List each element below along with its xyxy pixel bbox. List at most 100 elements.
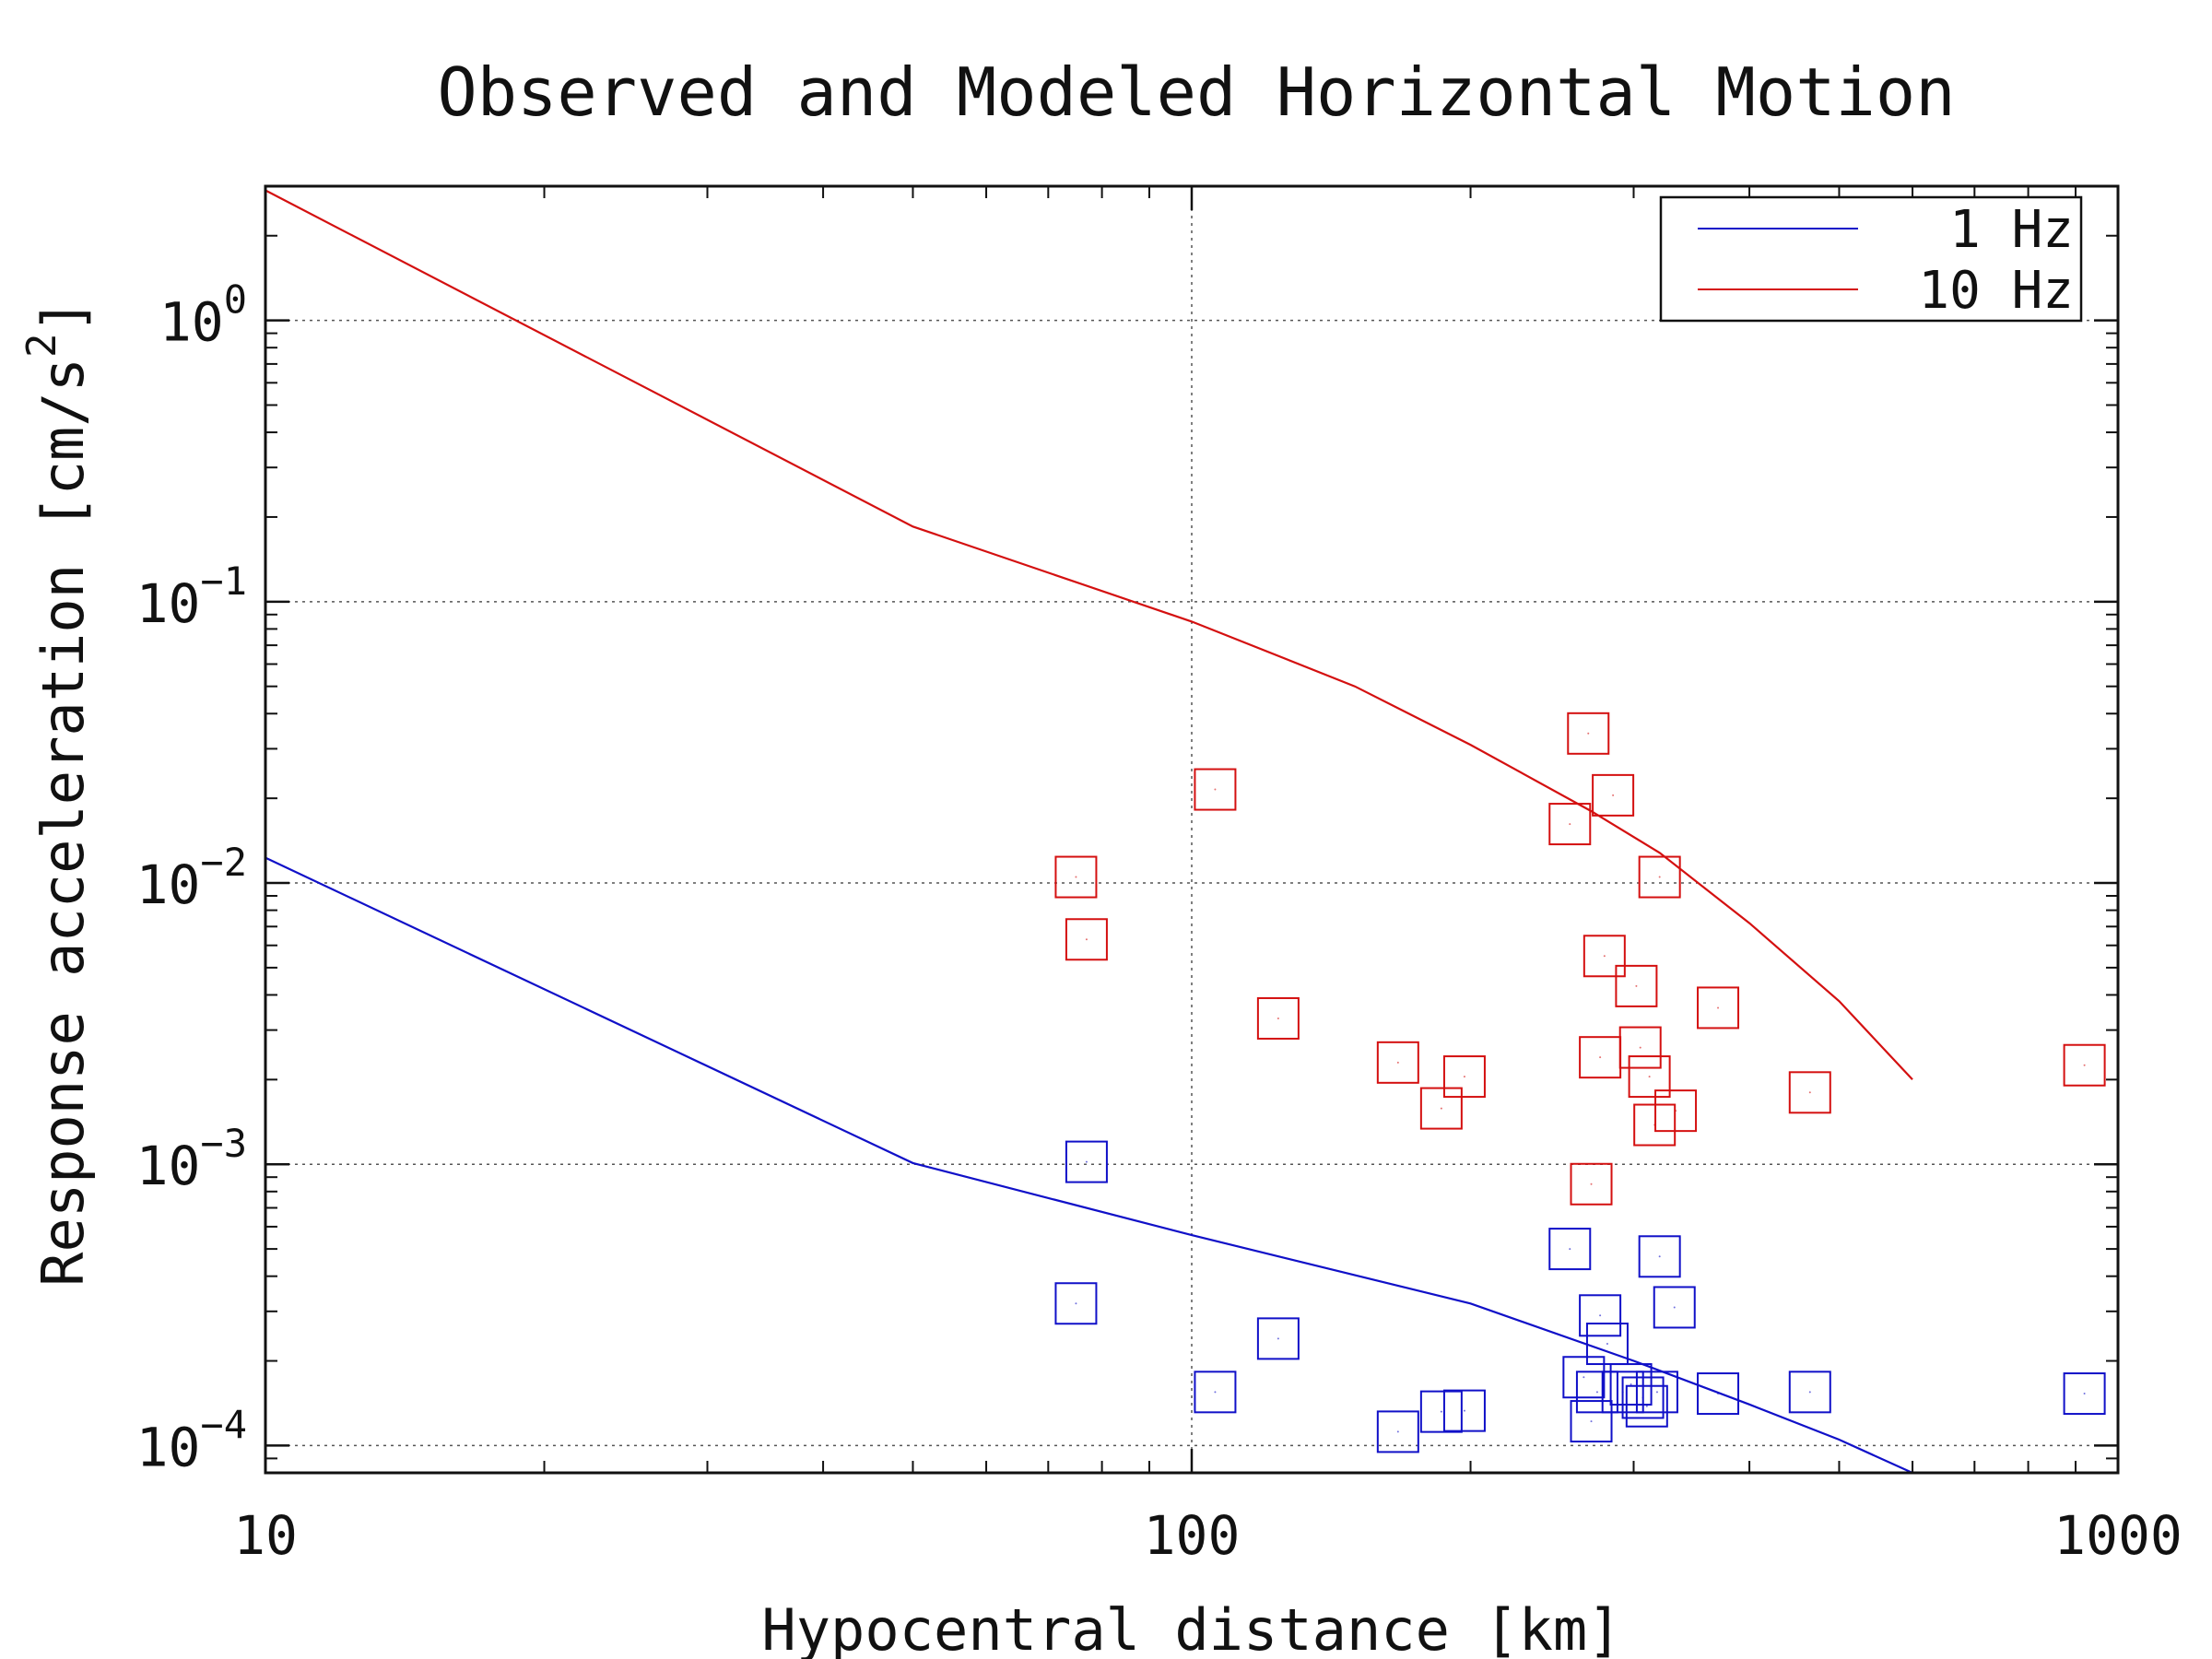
- legend-box: [1659, 195, 2083, 323]
- observed-point-center: [1463, 1409, 1465, 1412]
- observed-point-10hz: [1194, 768, 1237, 811]
- observed-point-center: [1214, 788, 1217, 791]
- observed-point-center: [1075, 876, 1077, 878]
- model-line-1hz: [265, 856, 1913, 1475]
- observed-point-center: [2083, 1064, 2086, 1066]
- observed-point-1hz: [1653, 1286, 1696, 1329]
- observed-point-10hz: [1618, 1026, 1662, 1069]
- observed-point-center: [1717, 1006, 1720, 1009]
- y-tick-base: 10: [136, 1135, 201, 1197]
- observed-point-1hz: [1585, 1323, 1629, 1366]
- observed-point-center: [1635, 984, 1638, 987]
- observed-point-center: [1440, 1410, 1442, 1413]
- observed-point-1hz: [1579, 1294, 1622, 1337]
- y-tick-label: 100: [159, 277, 247, 354]
- observed-point-center: [1590, 1420, 1593, 1423]
- model-line-10hz: [265, 189, 1913, 1081]
- observed-point-center: [1590, 1182, 1593, 1185]
- y-tick-base: 10: [136, 1416, 201, 1478]
- y-tick-base: 10: [159, 291, 224, 354]
- observed-point-center: [1717, 1393, 1720, 1395]
- observed-point-1hz: [1548, 1228, 1592, 1271]
- observed-point-10hz: [1548, 803, 1592, 846]
- observed-point-center: [1569, 823, 1571, 826]
- observed-point-1hz: [1065, 1140, 1108, 1183]
- y-axis-label-main: Response acceleration [cm/s: [29, 358, 97, 1287]
- legend: 1 Hz 10 Hz: [1659, 195, 2083, 323]
- plot-frame: [264, 184, 2120, 1475]
- y-tick-label: 10−4: [136, 1402, 247, 1478]
- observed-point-center: [1639, 1046, 1641, 1049]
- y-tick-label: 10−2: [136, 840, 247, 916]
- observed-point-1hz: [1635, 1371, 1678, 1414]
- observed-point-10hz: [1256, 996, 1300, 1040]
- observed-point-center: [1658, 876, 1661, 878]
- observed-point-1hz: [1625, 1384, 1668, 1428]
- x-tick-labels: 10 100 1000: [233, 1504, 2183, 1567]
- observed-point-center: [2083, 1393, 2086, 1395]
- observed-point-10hz: [2063, 1043, 2106, 1087]
- observed-point-10hz: [1419, 1087, 1463, 1130]
- y-tick-exponent: −1: [200, 559, 247, 604]
- x-tick-label: 10: [233, 1504, 298, 1567]
- observed-point-10hz: [1788, 1071, 1831, 1114]
- y-tick-label: 10−1: [136, 559, 247, 635]
- observed-point-center: [1595, 1391, 1598, 1394]
- observed-point-1hz: [1562, 1356, 1606, 1399]
- observed-point-center: [1569, 1248, 1571, 1251]
- observed-point-1hz: [1442, 1389, 1486, 1432]
- observed-point-center: [1599, 1314, 1602, 1317]
- observed-point-center: [1463, 1076, 1465, 1078]
- y-tick-exponent: −4: [200, 1402, 247, 1447]
- observed-point-center: [1396, 1061, 1399, 1064]
- observed-point-center: [1075, 1302, 1077, 1305]
- y-axis-label-close: ]: [29, 299, 97, 333]
- observed-point-center: [1214, 1391, 1217, 1394]
- legend-label-10hz: 10 Hz: [1918, 261, 2074, 321]
- x-tick-label: 100: [1144, 1504, 1241, 1567]
- y-tick-exponent: 0: [224, 277, 247, 323]
- observed-point-1hz: [1419, 1390, 1463, 1433]
- observed-point-10hz: [1638, 855, 1681, 899]
- y-axis-label: Response acceleration [cm/s2]: [18, 299, 97, 1287]
- legend-label-1hz: 1 Hz: [1949, 200, 2074, 260]
- x-tick-label: 1000: [2053, 1504, 2183, 1567]
- observed-point-center: [1085, 938, 1088, 941]
- observed-point-1hz: [1376, 1410, 1419, 1453]
- y-axis-label-superscript: 2: [18, 333, 65, 358]
- observed-point-1hz: [1609, 1363, 1653, 1406]
- observed-point-1hz: [1575, 1371, 1618, 1414]
- observed-point-center: [1277, 1017, 1279, 1019]
- observed-point-10hz: [1065, 918, 1108, 961]
- observed-point-1hz: [1054, 1282, 1098, 1325]
- observed-point-center: [1673, 1306, 1676, 1309]
- observed-point-1hz: [1788, 1371, 1831, 1414]
- y-tick-exponent: −3: [200, 1121, 247, 1166]
- observed-point-center: [1641, 1396, 1644, 1399]
- observed-point-center: [1606, 1343, 1608, 1346]
- observed-point-1hz: [1570, 1400, 1613, 1443]
- observed-point-1hz: [1621, 1376, 1665, 1419]
- observed-point-10hz: [1583, 935, 1626, 978]
- observed-point-center: [1655, 1391, 1658, 1394]
- y-tick-label: 10−3: [136, 1121, 247, 1197]
- observed-point-center: [1612, 794, 1615, 796]
- observed-point-1hz: [1256, 1317, 1300, 1360]
- observed-point-center: [1085, 1160, 1088, 1163]
- observed-point-10hz: [1570, 1162, 1613, 1206]
- observed-point-center: [1808, 1391, 1811, 1394]
- y-tick-base: 10: [136, 853, 201, 916]
- observed-point-center: [1440, 1107, 1442, 1110]
- observed-points: [1054, 712, 2106, 1453]
- observed-point-10hz: [1054, 855, 1098, 899]
- observed-point-1hz: [1697, 1372, 1740, 1416]
- y-tick-exponent: −2: [200, 840, 247, 885]
- observed-point-10hz: [1628, 1055, 1671, 1099]
- observed-point-center: [1648, 1076, 1651, 1078]
- observed-point-center: [1645, 1405, 1648, 1407]
- observed-point-10hz: [1697, 986, 1740, 1030]
- observed-point-center: [1277, 1337, 1279, 1340]
- observed-point-10hz: [1615, 964, 1658, 1007]
- observed-point-1hz: [1638, 1235, 1681, 1278]
